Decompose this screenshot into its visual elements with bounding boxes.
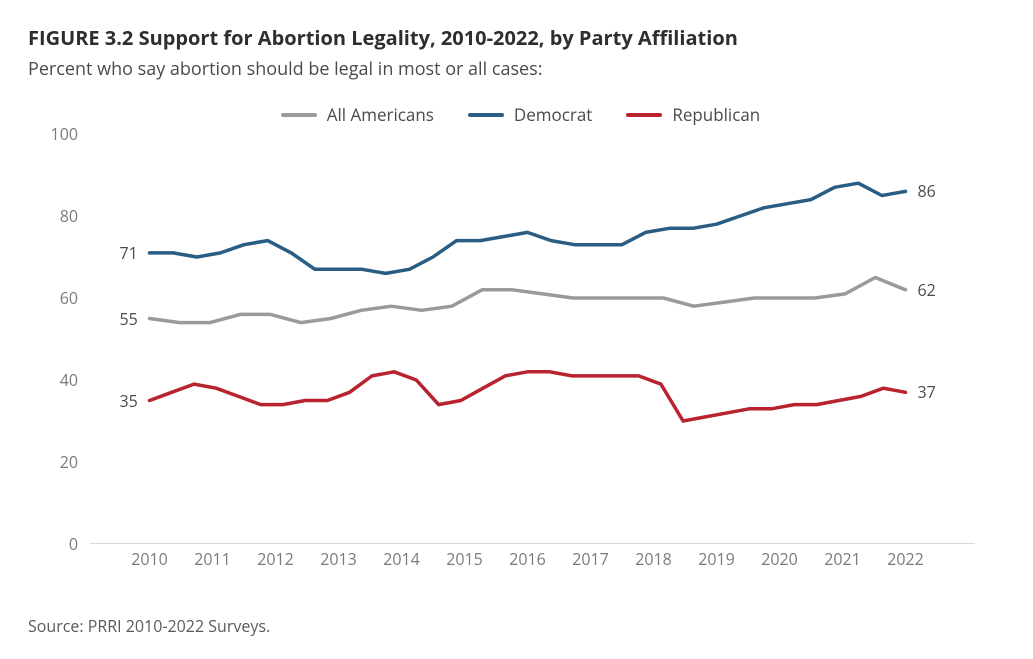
series-line <box>150 278 906 323</box>
y-axis: 020406080100 <box>28 134 88 544</box>
y-tick-label: 0 <box>69 533 78 555</box>
legend-item-all: All Americans <box>281 103 434 126</box>
x-axis: 2010 2011 2012 2013 2014 2015 2016 2017 2018 2019… <box>90 548 975 578</box>
figure-source: Source: PRRI 2010-2022 Surveys. <box>28 615 270 637</box>
x-tick-label: 2016 <box>509 548 546 570</box>
chart-legend: All Americans Democrat Republican <box>28 103 1013 126</box>
series-line <box>150 372 906 421</box>
x-tick-label: 2014 <box>383 548 420 570</box>
figure-subtitle: Percent who say abortion should be legal… <box>28 57 1013 81</box>
legend-swatch-all <box>281 113 317 117</box>
series-start-label: 71 <box>120 242 138 264</box>
series-start-label: 35 <box>120 390 138 412</box>
legend-label: All Americans <box>327 103 434 126</box>
x-tick-label: 2021 <box>824 548 861 570</box>
y-tick-label: 80 <box>60 205 78 227</box>
legend-label: Democrat <box>514 103 592 126</box>
x-tick-label: 2020 <box>761 548 798 570</box>
series-end-label: 37 <box>918 381 936 403</box>
series-start-label: 55 <box>120 308 138 330</box>
y-tick-label: 60 <box>60 287 78 309</box>
x-tick-label: 2011 <box>194 548 231 570</box>
x-tick-label: 2012 <box>257 548 294 570</box>
legend-item-republican: Republican <box>626 103 760 126</box>
series-end-label: 62 <box>918 279 936 301</box>
x-tick-label: 2015 <box>446 548 483 570</box>
x-tick-label: 2019 <box>698 548 735 570</box>
series-end-label: 86 <box>918 180 936 202</box>
y-tick-label: 40 <box>60 369 78 391</box>
x-tick-label: 2017 <box>572 548 609 570</box>
plot-area: 020406080100 556271863537 20102011201220… <box>28 134 1013 594</box>
legend-swatch-democrat <box>468 113 504 117</box>
chart-plot: 55 62 71 86 35 37 <box>90 134 975 544</box>
y-tick-label: 100 <box>51 123 78 145</box>
legend-item-democrat: Democrat <box>468 103 592 126</box>
figure-title: FIGURE 3.2 Support for Abortion Legality… <box>28 24 1013 51</box>
x-tick-label: 2018 <box>635 548 672 570</box>
chart-svg <box>90 134 975 544</box>
figure-container: FIGURE 3.2 Support for Abortion Legality… <box>0 0 1033 659</box>
series-line <box>150 183 906 273</box>
x-tick-label: 2013 <box>320 548 357 570</box>
x-tick-label: 2010 <box>131 548 168 570</box>
x-tick-label: 2022 <box>887 548 924 570</box>
y-tick-label: 20 <box>60 451 78 473</box>
legend-label: Republican <box>672 103 760 126</box>
legend-swatch-republican <box>626 113 662 117</box>
